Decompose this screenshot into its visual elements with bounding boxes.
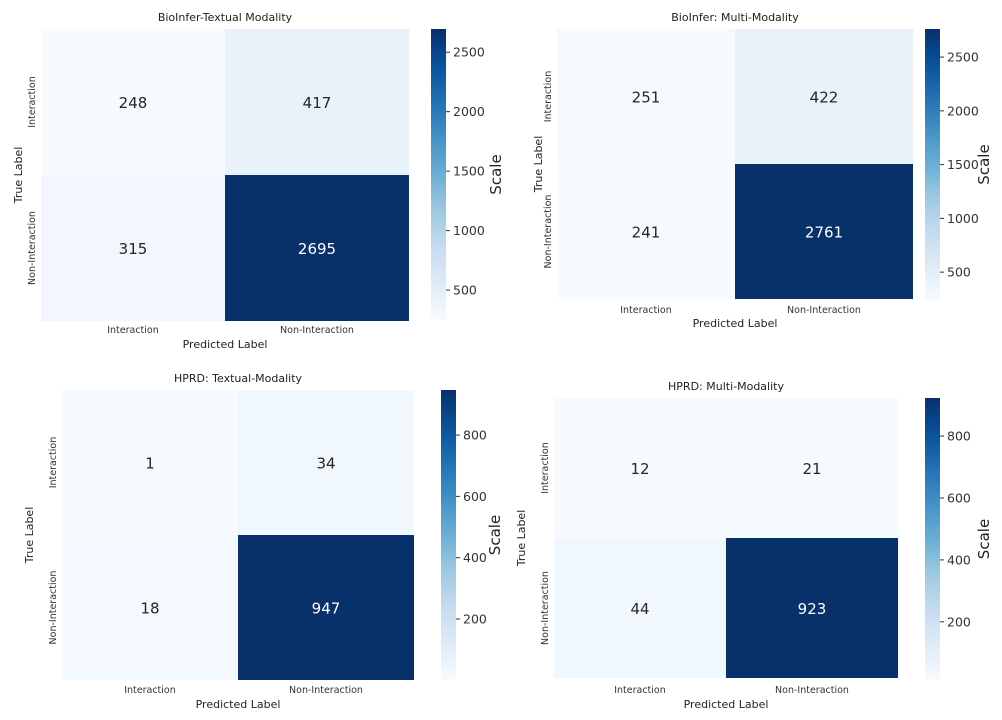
cell-value-label: 12 bbox=[630, 460, 649, 478]
colorbar-label: Scale bbox=[975, 144, 993, 184]
cell-value-label: 18 bbox=[140, 600, 159, 618]
x-tick-label: Non-Interaction bbox=[775, 685, 849, 696]
heatmap-cell bbox=[62, 535, 238, 680]
y-tick-label: Interaction bbox=[543, 71, 554, 123]
cell-value-label: 315 bbox=[119, 240, 148, 258]
colorbar-tick-label: 200 bbox=[947, 614, 971, 629]
x-axis-label: Predicted Label bbox=[196, 698, 281, 711]
cell-value-label: 241 bbox=[632, 224, 661, 242]
heatmap-cell bbox=[225, 29, 409, 175]
cell-value-label: 44 bbox=[630, 600, 649, 618]
colorbar-label: Scale bbox=[486, 515, 504, 555]
colorbar bbox=[925, 398, 940, 680]
heatmap-cell bbox=[554, 538, 726, 678]
x-tick-label: Interaction bbox=[124, 685, 176, 696]
colorbar-tick-label: 1000 bbox=[947, 211, 979, 226]
cell-value-label: 34 bbox=[316, 455, 335, 473]
heatmap-cell bbox=[238, 390, 414, 535]
x-tick-label: Non-Interaction bbox=[280, 325, 354, 336]
colorbar-tick-label: 2000 bbox=[453, 104, 485, 119]
x-axis-label: Predicted Label bbox=[684, 698, 769, 711]
y-tick-label: Interaction bbox=[27, 76, 38, 128]
colorbar bbox=[431, 29, 446, 320]
x-tick-label: Non-Interaction bbox=[787, 305, 861, 316]
heatmap-cell bbox=[225, 175, 409, 321]
chart-title: HPRD: Textual-Modality bbox=[174, 372, 303, 385]
cell-value-label: 422 bbox=[810, 89, 839, 107]
heatmap-cell bbox=[62, 390, 238, 535]
colorbar-tick-label: 500 bbox=[453, 283, 477, 298]
colorbar-tick-label: 1000 bbox=[453, 223, 485, 238]
heatmap-cell bbox=[557, 164, 735, 299]
chart-title: BioInfer: Multi-Modality bbox=[671, 11, 799, 24]
heatmap-panel-4: HPRD: Multi-Modality 12 21 44 923 Interaction… bbox=[515, 380, 993, 711]
cell-value-label: 2761 bbox=[805, 224, 843, 242]
y-axis-label: True Label bbox=[12, 147, 25, 205]
heatmap-cell bbox=[41, 175, 225, 321]
colorbar-tick-label: 400 bbox=[463, 550, 487, 565]
heatmap-cell bbox=[41, 29, 225, 175]
x-tick-label: Interaction bbox=[614, 685, 666, 696]
cell-value-label: 248 bbox=[119, 94, 148, 112]
colorbar-tick-label: 600 bbox=[947, 490, 971, 505]
heatmap-cell bbox=[735, 164, 913, 299]
cell-value-label: 2695 bbox=[298, 240, 336, 258]
chart-title: BioInfer-Textual Modality bbox=[158, 11, 293, 24]
colorbar-tick-label: 200 bbox=[463, 611, 487, 626]
y-tick-label: Interaction bbox=[540, 442, 551, 494]
x-tick-label: Interaction bbox=[107, 325, 159, 336]
colorbar-tick-label: 2000 bbox=[947, 103, 979, 118]
y-tick-label: Non-Interaction bbox=[27, 211, 38, 285]
cell-value-label: 21 bbox=[802, 460, 821, 478]
colorbar bbox=[925, 29, 940, 300]
heatmap-cell bbox=[726, 538, 898, 678]
heatmap-cell bbox=[735, 29, 913, 164]
colorbar-tick-label: 800 bbox=[463, 428, 487, 443]
x-axis-label: Predicted Label bbox=[183, 338, 268, 351]
x-tick-label: Non-Interaction bbox=[289, 685, 363, 696]
colorbar-tick-label: 400 bbox=[947, 552, 971, 567]
y-axis-label: True Label bbox=[515, 510, 528, 568]
y-axis-label: True Label bbox=[532, 136, 545, 194]
heatmap-cell bbox=[554, 398, 726, 538]
cell-value-label: 1 bbox=[145, 455, 155, 473]
chart-title: HPRD: Multi-Modality bbox=[668, 380, 784, 393]
heatmap-panel-2: BioInfer: Multi-Modality 251 422 241 2761 Int… bbox=[532, 11, 993, 330]
cell-value-label: 947 bbox=[312, 600, 341, 618]
heatmap-panel-3: HPRD: Textual-Modality 1 34 18 947 Interactio… bbox=[23, 372, 504, 711]
y-tick-label: Interaction bbox=[48, 437, 59, 489]
y-tick-label: Non-Interaction bbox=[540, 571, 551, 645]
colorbar bbox=[441, 390, 456, 680]
heatmap-cell bbox=[726, 398, 898, 538]
heatmap-cell bbox=[557, 29, 735, 164]
cell-value-label: 417 bbox=[303, 94, 332, 112]
colorbar-tick-label: 2500 bbox=[947, 50, 979, 65]
y-tick-label: Non-Interaction bbox=[48, 571, 59, 645]
colorbar-tick-label: 1500 bbox=[947, 157, 979, 172]
x-axis-label: Predicted Label bbox=[693, 317, 778, 330]
colorbar-tick-label: 2500 bbox=[453, 45, 485, 60]
colorbar-tick-label: 600 bbox=[463, 489, 487, 504]
x-tick-label: Interaction bbox=[620, 305, 672, 316]
cell-value-label: 923 bbox=[798, 600, 827, 618]
cell-value-label: 251 bbox=[632, 89, 661, 107]
heatmap-cell bbox=[238, 535, 414, 680]
heatmap-panel-1: BioInfer-Textual Modality 248 417 315 2695 In… bbox=[12, 11, 505, 351]
colorbar-tick-label: 800 bbox=[947, 429, 971, 444]
colorbar-tick-label: 500 bbox=[947, 265, 971, 280]
y-axis-label: True Label bbox=[23, 507, 36, 565]
colorbar-label: Scale bbox=[975, 519, 993, 559]
colorbar-label: Scale bbox=[487, 154, 505, 194]
y-tick-label: Non-Interaction bbox=[543, 195, 554, 269]
colorbar-tick-label: 1500 bbox=[453, 164, 485, 179]
